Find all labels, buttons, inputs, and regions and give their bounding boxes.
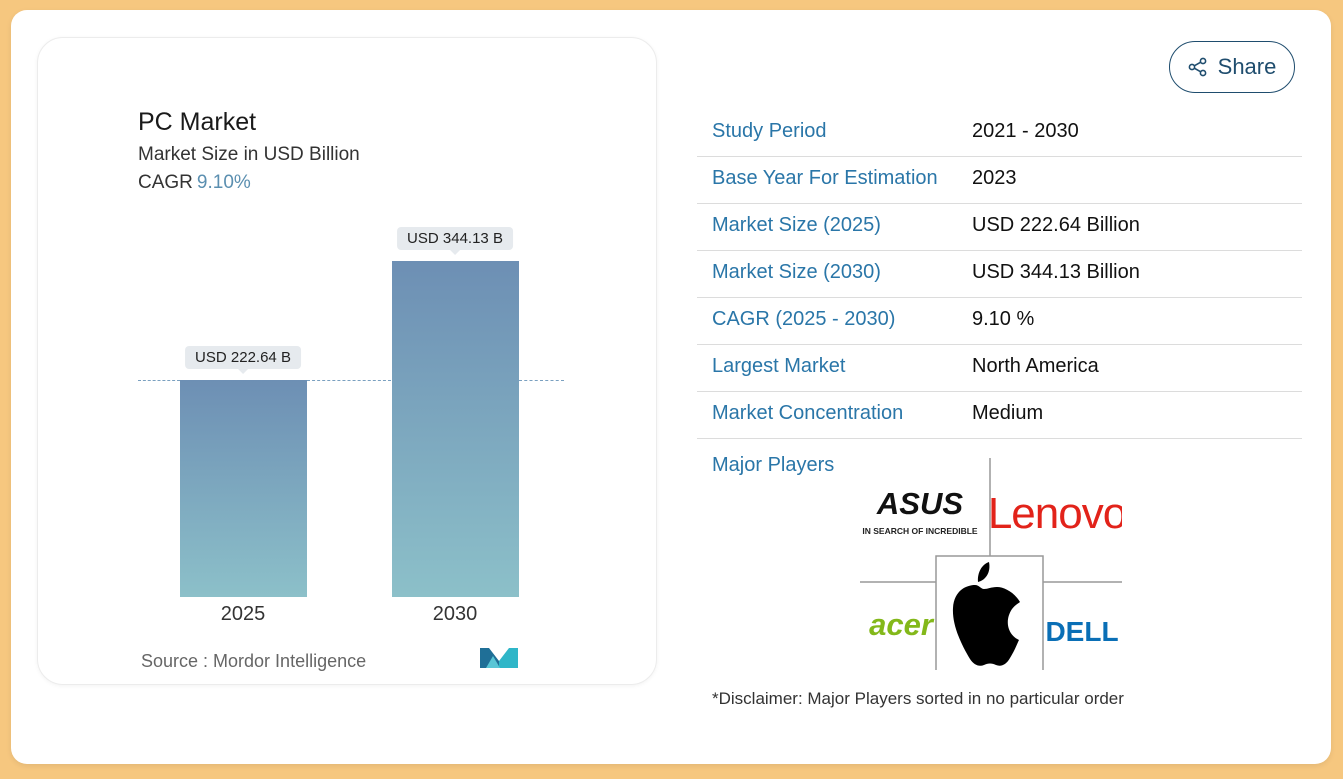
info-value: 9.10 % [972, 308, 1035, 330]
info-key: CAGR (2025 - 2030) [712, 308, 896, 330]
info-key: Market Size (2030) [712, 261, 881, 283]
reference-dashed-line [307, 379, 391, 381]
bar-data-label: USD 344.13 B [397, 227, 513, 255]
chart-subtitle: Market Size in USD Billion [138, 144, 360, 165]
lenovo-logo: Lenovo [988, 489, 1122, 538]
chart-title: PC Market [138, 108, 257, 136]
info-key: Study Period [712, 120, 827, 142]
chart-source: Source : Mordor Intelligence [141, 651, 367, 671]
info-value: USD 222.64 Billion [972, 214, 1140, 236]
info-value: Medium [972, 402, 1044, 424]
info-value: North America [972, 355, 1099, 377]
info-row-market-size-2025: Market Size (2025) USD 222.64 Billion [697, 204, 1302, 251]
info-value: 2023 [972, 167, 1017, 189]
major-players-label: Major Players [712, 454, 835, 476]
x-tick-label: 2025 [220, 603, 266, 625]
chart-cagr: CAGR 9.10% [138, 172, 251, 194]
dell-logo: DELL [1045, 616, 1118, 647]
share-label: Share [1217, 54, 1277, 79]
info-key: Market Concentration [712, 402, 904, 424]
info-key: Largest Market [712, 355, 846, 377]
cagr-label: CAGR [138, 172, 193, 193]
info-key: Market Size (2025) [712, 214, 881, 236]
market-info-table: Study Period 2021 - 2030 Base Year For E… [697, 110, 1302, 439]
x-tick-label: 2030 [432, 603, 478, 625]
disclaimer-text: *Disclaimer: Major Players sorted in no … [712, 689, 1124, 708]
mordor-intelligence-logo [480, 648, 518, 668]
info-key: Base Year For Estimation [712, 167, 938, 189]
info-value: USD 344.13 Billion [972, 261, 1140, 283]
bar-2030 [391, 261, 519, 597]
share-icon [1188, 57, 1207, 77]
asus-wordmark: ASUS [876, 486, 963, 521]
apple-logo-icon [952, 562, 1020, 666]
asus-tagline: IN SEARCH OF INCREDIBLE [862, 526, 978, 536]
market-chart-card [37, 37, 657, 685]
info-row-market-concentration: Market Concentration Medium [697, 392, 1302, 439]
info-row-study-period: Study Period 2021 - 2030 [697, 110, 1302, 157]
info-row-cagr: CAGR (2025 - 2030) 9.10 % [697, 298, 1302, 345]
info-row-largest-market: Largest Market North America [697, 345, 1302, 392]
info-row-base-year: Base Year For Estimation 2023 [697, 157, 1302, 204]
info-value: 2021 - 2030 [972, 120, 1079, 142]
asus-logo: ASUS IN SEARCH OF INCREDIBLE [862, 486, 978, 536]
bar-data-label: USD 222.64 B [185, 345, 301, 374]
share-button[interactable]: Share [1169, 41, 1295, 93]
major-players-logos: ASUS IN SEARCH OF INCREDIBLE Lenovo acer… [860, 458, 1122, 670]
reference-dashed-line [138, 379, 180, 381]
reference-dashed-line [519, 379, 564, 381]
cagr-value: 9.10% [196, 172, 251, 193]
acer-logo: acer [869, 607, 935, 642]
bar-2025 [179, 379, 307, 597]
info-row-market-size-2030: Market Size (2030) USD 344.13 Billion [697, 251, 1302, 298]
